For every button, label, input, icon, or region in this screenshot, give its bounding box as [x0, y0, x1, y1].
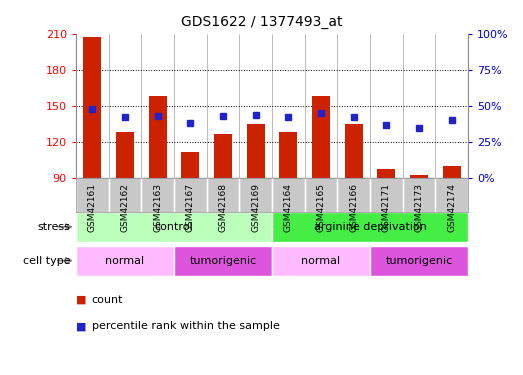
Text: tumorigenic: tumorigenic [385, 256, 453, 266]
Bar [181, 152, 199, 178]
Bar [370, 246, 468, 276]
Text: GSM42173: GSM42173 [415, 183, 424, 232]
Text: GSM42165: GSM42165 [316, 183, 325, 232]
Text: GSM42164: GSM42164 [284, 183, 293, 232]
Bar [272, 212, 468, 242]
Bar [272, 246, 370, 276]
Bar [149, 96, 166, 178]
Text: GSM42167: GSM42167 [186, 183, 195, 232]
Text: normal: normal [301, 256, 340, 266]
Text: count: count [92, 295, 123, 305]
Text: GSM42174: GSM42174 [447, 183, 456, 232]
Bar [443, 166, 461, 178]
Bar [76, 212, 272, 242]
Bar [214, 134, 232, 178]
Text: arginine deprivation: arginine deprivation [314, 222, 426, 232]
Bar [174, 246, 272, 276]
Text: normal: normal [105, 256, 144, 266]
Text: percentile rank within the sample: percentile rank within the sample [92, 321, 279, 331]
Text: GSM42161: GSM42161 [88, 183, 97, 232]
Text: GSM42162: GSM42162 [120, 183, 129, 232]
Bar [312, 96, 330, 178]
Bar [378, 168, 395, 178]
Text: GSM42166: GSM42166 [349, 183, 358, 232]
Text: tumorigenic: tumorigenic [189, 256, 257, 266]
Text: cell type: cell type [23, 256, 71, 266]
Bar [116, 132, 134, 178]
Text: GSM42171: GSM42171 [382, 183, 391, 232]
Text: GSM42163: GSM42163 [153, 183, 162, 232]
Bar [83, 38, 101, 178]
Text: GSM42168: GSM42168 [219, 183, 228, 232]
Text: ■: ■ [76, 321, 86, 331]
Text: GSM42169: GSM42169 [251, 183, 260, 232]
Text: GDS1622 / 1377493_at: GDS1622 / 1377493_at [181, 15, 342, 29]
Text: stress: stress [38, 222, 71, 232]
Text: control: control [155, 222, 193, 232]
Text: ■: ■ [76, 295, 86, 305]
Bar [247, 124, 265, 178]
Bar [345, 124, 362, 178]
Bar [279, 132, 297, 178]
Bar [76, 246, 174, 276]
Bar [410, 174, 428, 178]
